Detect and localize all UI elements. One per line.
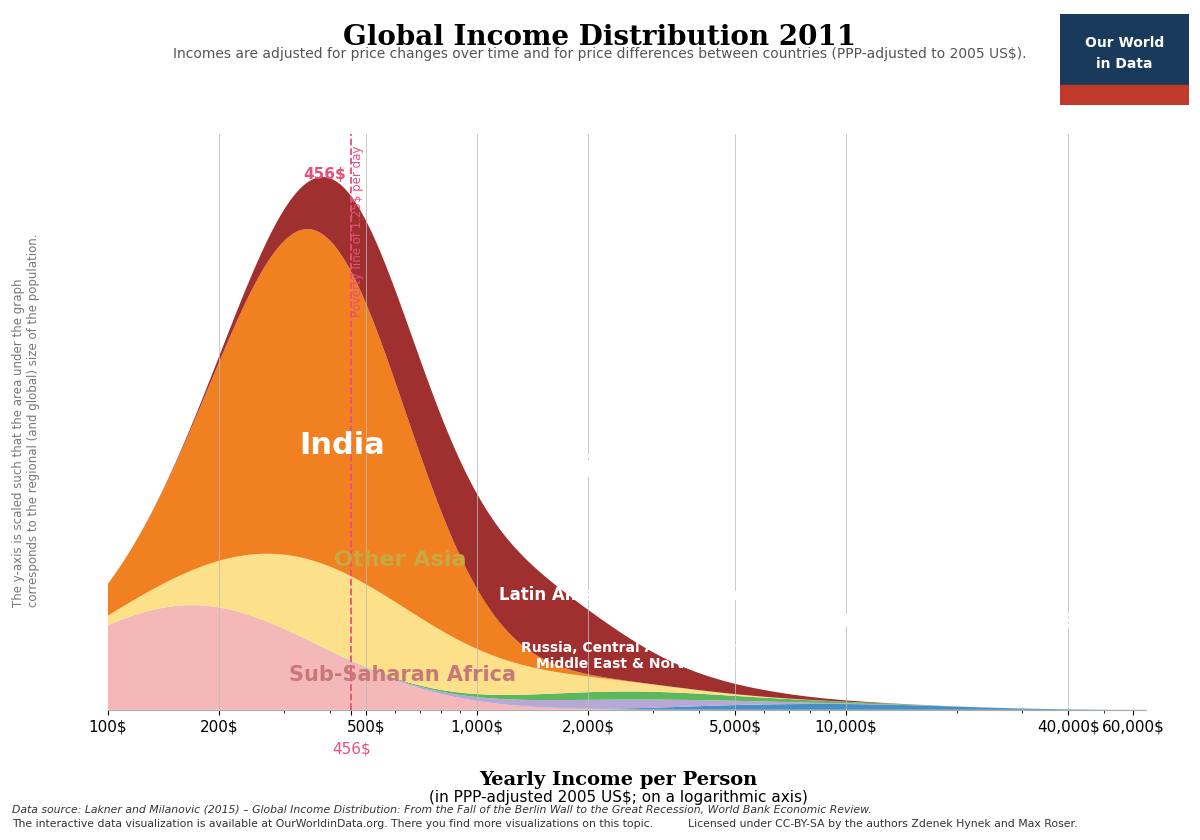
- Text: The y-axis is scaled such that the area under the graph
corresponds to the regio: The y-axis is scaled such that the area …: [12, 234, 40, 606]
- Text: 456$: 456$: [302, 167, 346, 182]
- Text: Data source: Lakner and Milanovic (2015) – Global Income Distribution: From the : Data source: Lakner and Milanovic (2015)…: [12, 805, 871, 815]
- Text: (in PPP-adjusted 2005 US$; on a logarithmic axis): (in PPP-adjusted 2005 US$; on a logarith…: [428, 790, 808, 806]
- Text: Other Asia: Other Asia: [334, 550, 467, 570]
- Text: Latin America & Caribbean: Latin America & Caribbean: [498, 585, 749, 604]
- Text: Poverty line of 1.25$ per day: Poverty line of 1.25$ per day: [352, 146, 364, 318]
- Text: Global Income Distribution 2011: Global Income Distribution 2011: [343, 24, 857, 50]
- Text: The interactive data visualization is available at OurWorldinData.org. There you: The interactive data visualization is av…: [12, 819, 1078, 829]
- Text: Russia, Central Asia, SE Europe &
Middle East & Northern Africa: Russia, Central Asia, SE Europe & Middle…: [521, 641, 785, 671]
- Text: India: India: [299, 431, 385, 459]
- Text: Yearly Income per Person: Yearly Income per Person: [479, 771, 757, 789]
- Text: Our World: Our World: [1085, 36, 1164, 50]
- Text: in Data: in Data: [1096, 57, 1153, 71]
- Text: China: China: [540, 454, 636, 483]
- Text: Developed Countries: Developed Countries: [785, 607, 1096, 633]
- Text: Incomes are adjusted for price changes over time and for price differences betwe: Incomes are adjusted for price changes o…: [173, 47, 1027, 61]
- Text: Sub-Saharan Africa: Sub-Saharan Africa: [289, 665, 516, 685]
- Bar: [1060, 85, 1189, 105]
- Text: 456$: 456$: [331, 742, 371, 757]
